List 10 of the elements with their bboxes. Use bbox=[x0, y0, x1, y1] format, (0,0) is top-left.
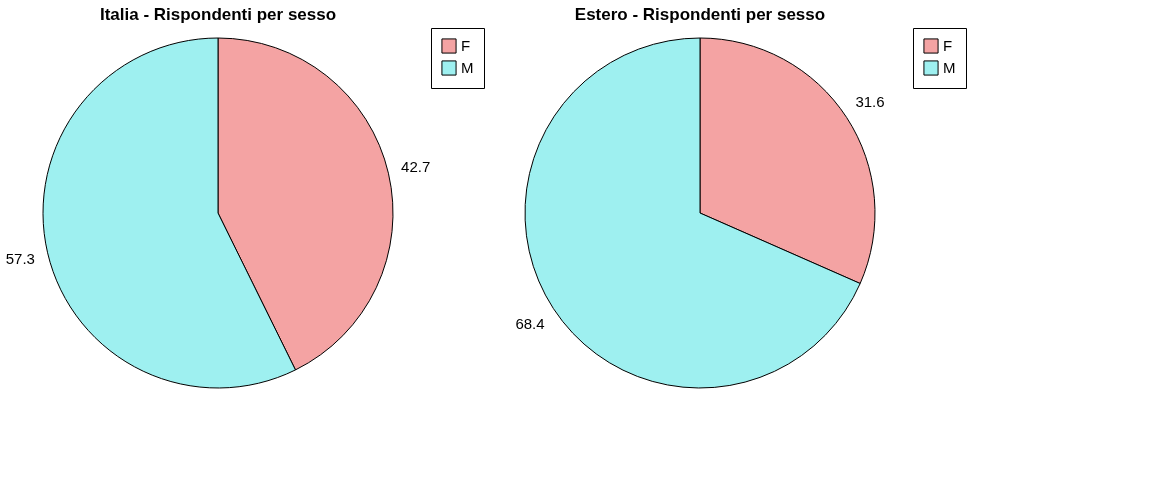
data-label: 68.4 bbox=[515, 314, 545, 332]
data-label: 57.3 bbox=[5, 250, 35, 268]
chart-title: Estero - Rispondenti per sesso bbox=[574, 4, 826, 24]
legend-label: F bbox=[943, 37, 953, 54]
legend-label: M bbox=[461, 59, 474, 76]
chart-title: Italia - Rispondenti per sesso bbox=[99, 4, 337, 24]
legend-label: F bbox=[461, 37, 471, 54]
legend-label: M bbox=[943, 59, 956, 76]
data-label: 31.6 bbox=[855, 93, 885, 111]
data-label: 42.7 bbox=[401, 157, 431, 175]
